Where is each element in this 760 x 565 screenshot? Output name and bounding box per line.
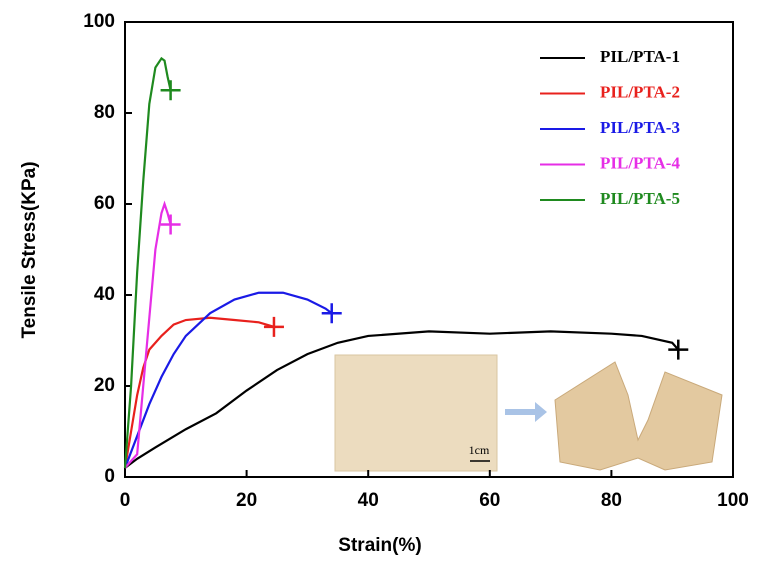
x-axis-title: Strain(%) — [338, 535, 421, 556]
break-marker — [160, 214, 181, 235]
scale-label: 1cm — [469, 443, 490, 457]
series-line — [124, 200, 172, 469]
series-line — [123, 56, 172, 468]
break-marker — [160, 80, 181, 101]
folded-film — [554, 361, 723, 471]
x-tick-label: 0 — [120, 490, 131, 511]
legend-label: PIL/PTA-2 — [600, 82, 680, 101]
x-tick-label: 40 — [358, 490, 379, 511]
arrow — [505, 402, 547, 422]
x-tick-label: 60 — [479, 490, 500, 511]
legend-label: PIL/PTA-3 — [600, 118, 680, 137]
x-tick-label: 80 — [601, 490, 622, 511]
film-photo — [334, 354, 498, 472]
legend-label: PIL/PTA-5 — [600, 189, 680, 208]
y-tick-label: 20 — [94, 375, 115, 396]
x-tick-label: 20 — [236, 490, 257, 511]
y-tick-label: 40 — [94, 284, 115, 305]
series-line — [123, 291, 333, 469]
series-line — [123, 316, 275, 469]
break-marker — [321, 303, 342, 324]
series-line — [124, 330, 680, 469]
x-tick-label: 100 — [717, 490, 749, 511]
break-marker — [668, 339, 689, 360]
y-tick-label: 100 — [83, 11, 115, 32]
break-marker — [263, 316, 284, 337]
legend-label: PIL/PTA-4 — [600, 153, 680, 172]
inset-photos: 1cm — [334, 354, 723, 472]
y-tick-label: 60 — [94, 193, 115, 214]
plot-frame — [124, 21, 734, 478]
y-axis-title: Tensile Stress(KPa) — [19, 161, 40, 338]
y-tick-label: 80 — [94, 102, 115, 123]
y-tick-label: 0 — [104, 466, 115, 487]
legend-label: PIL/PTA-1 — [600, 47, 680, 66]
